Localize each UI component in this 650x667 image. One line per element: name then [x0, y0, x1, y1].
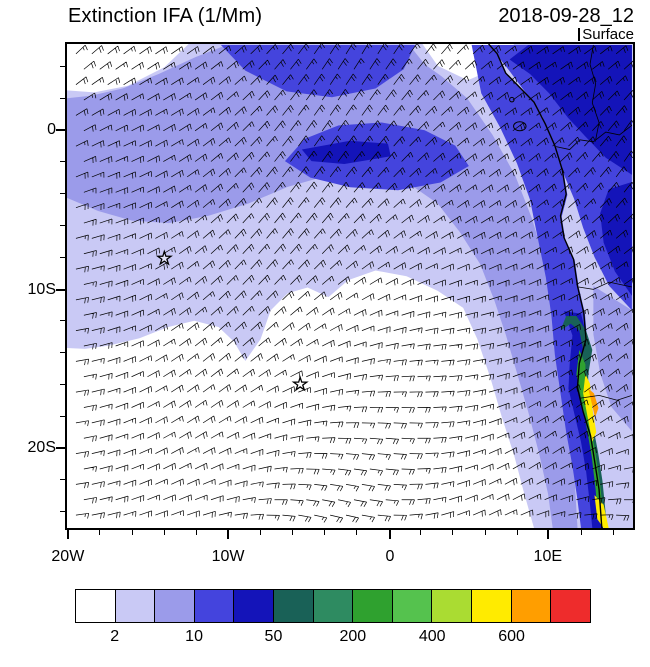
colorbar-value-50: 50 [264, 628, 283, 645]
colorbar-cell-10 [472, 590, 512, 622]
colorbar-cell-12 [551, 590, 590, 622]
contour-region-ext-500-600-coastal [583, 374, 597, 442]
y-axis-label-20S: 20S [27, 439, 56, 457]
y-minor-tick [60, 511, 65, 513]
y-minor-tick [60, 97, 65, 99]
colorbar-cell-0 [76, 590, 116, 622]
y-minor-tick [60, 256, 65, 258]
x-major-tick [546, 530, 549, 539]
x-minor-tick [516, 530, 518, 535]
x-minor-tick [452, 530, 454, 535]
x-major-tick [66, 530, 69, 539]
colorbar-value-10: 10 [185, 628, 203, 645]
colorbar-value-600: 600 [498, 628, 525, 645]
colorbar-cell-4 [234, 590, 275, 622]
contour-region-ext-10-20-top-band [220, 44, 416, 98]
island-outline-1 [509, 96, 515, 103]
contour-region-ext-10-20-coastal [471, 44, 604, 528]
colorbar-cell-8 [392, 590, 433, 622]
x-major-tick [227, 530, 230, 539]
x-minor-tick [163, 530, 165, 535]
x-minor-tick [484, 530, 486, 535]
x-minor-tick [259, 530, 261, 535]
contour-region-clear-top-left [67, 44, 189, 93]
country-border-0 [555, 125, 633, 150]
colorbar [75, 589, 591, 623]
contour-region-ext-50-100-coastal [560, 316, 606, 515]
x-minor-tick [324, 530, 326, 535]
contour-region-ext-20-50-land-topright [509, 44, 632, 175]
contour-region-ext-20-50-offshore [563, 311, 604, 528]
x-minor-tick [131, 530, 133, 535]
wind-barbs [75, 44, 633, 523]
x-axis-label-10E: 10E [533, 548, 563, 565]
level-label: Surface [578, 26, 634, 43]
y-major-tick [56, 128, 65, 131]
y-minor-tick [60, 320, 65, 322]
x-minor-tick [580, 530, 582, 535]
y-minor-tick [60, 415, 65, 417]
colorbar-cell-3 [194, 590, 235, 622]
contour-region-ext-5-10-land [593, 286, 632, 432]
colorbar-value-400: 400 [418, 628, 446, 645]
colorbar-cell-2 [155, 590, 195, 622]
colorbar-cell-9 [432, 590, 473, 622]
x-minor-tick [420, 530, 422, 535]
plot-title: Extinction IFA (1/Mm) [68, 5, 263, 27]
x-axis-label-20W: 20W [51, 548, 85, 565]
x-minor-tick [291, 530, 293, 535]
contour-region-ext-600-700-spot [588, 388, 599, 418]
country-border-3 [579, 394, 633, 401]
y-minor-tick [60, 65, 65, 67]
y-minor-tick [60, 192, 65, 194]
colorbar-cell-5 [274, 590, 314, 622]
x-major-tick [388, 530, 391, 539]
country-border-1 [589, 44, 600, 140]
y-major-tick [56, 447, 65, 450]
x-minor-tick [99, 530, 101, 535]
y-minor-tick [60, 352, 65, 354]
x-minor-tick [195, 530, 197, 535]
x-minor-tick [612, 530, 614, 535]
colorbar-cell-11 [511, 590, 552, 622]
colorbar-value-2: 2 [110, 628, 120, 645]
island-outline-0 [513, 121, 527, 132]
colorbar-cell-1 [115, 590, 156, 622]
x-axis-label-10W: 10W [211, 548, 245, 565]
station-star-marker-0 [155, 249, 173, 266]
country-border-2 [578, 281, 632, 290]
y-minor-tick [60, 224, 65, 226]
map-canvas [67, 44, 633, 528]
contour-region-ext-20-50-right-strip [600, 181, 632, 296]
level-label-text: Surface [582, 26, 634, 43]
plot-datetime: 2018-09-28_12 [498, 5, 634, 27]
colorbar-cell-6 [313, 590, 354, 622]
colorbar-cell-7 [353, 590, 393, 622]
contour-region-ext-500-600-bottom [594, 495, 609, 528]
y-minor-tick [60, 383, 65, 385]
y-axis-label-10S: 10S [27, 280, 56, 298]
level-tick-mark [578, 28, 581, 41]
y-major-tick [56, 288, 65, 291]
y-axis-label-0: 0 [47, 120, 56, 138]
station-star-marker-1 [291, 375, 309, 392]
map-frame [65, 42, 635, 530]
colorbar-value-200: 200 [339, 628, 367, 645]
y-minor-tick [60, 161, 65, 163]
y-minor-tick [60, 479, 65, 481]
x-minor-tick [356, 530, 358, 535]
x-axis-label-0: 0 [385, 548, 395, 565]
